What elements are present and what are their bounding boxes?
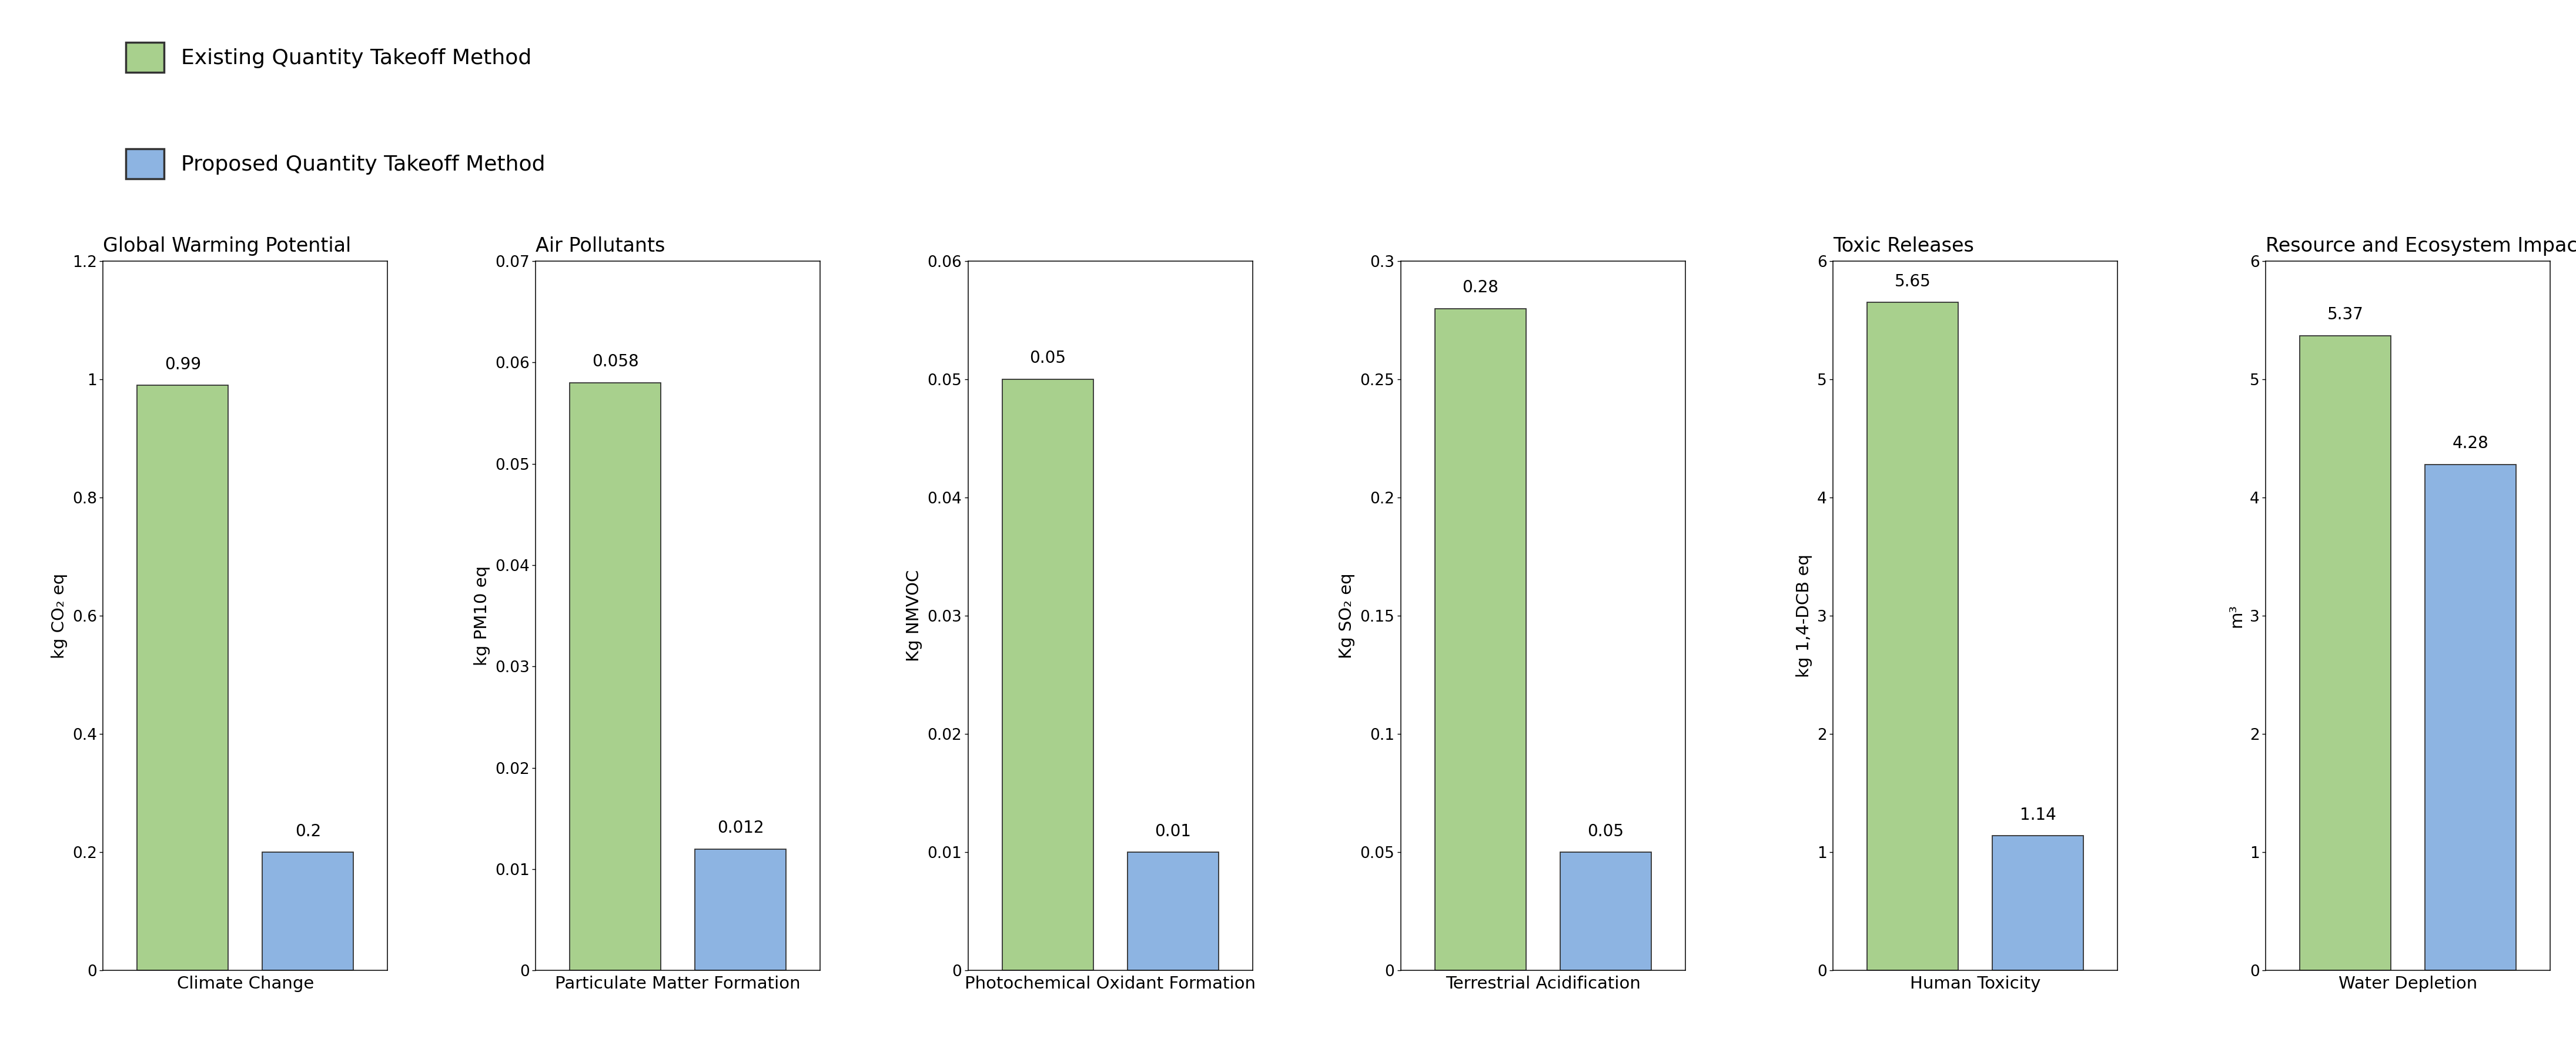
Text: 0.012: 0.012 <box>716 820 765 837</box>
Text: Global Warming Potential: Global Warming Potential <box>103 236 350 256</box>
Bar <box>696 849 786 971</box>
Y-axis label: Kg NMVOC: Kg NMVOC <box>907 570 922 661</box>
Bar <box>137 385 229 971</box>
Y-axis label: kg PM10 eq: kg PM10 eq <box>474 565 489 666</box>
Text: Air Pollutants: Air Pollutants <box>536 236 665 256</box>
Bar <box>1561 852 1651 971</box>
Text: Toxic Releases: Toxic Releases <box>1834 236 1973 256</box>
Text: 0.05: 0.05 <box>1030 350 1066 367</box>
Legend: Proposed Quantity Takeoff Method: Proposed Quantity Takeoff Method <box>126 149 546 178</box>
Text: 0.058: 0.058 <box>592 353 639 370</box>
Text: 5.37: 5.37 <box>2326 306 2365 323</box>
Y-axis label: Kg SO₂ eq: Kg SO₂ eq <box>1340 573 1355 658</box>
Text: 0.05: 0.05 <box>1587 823 1623 840</box>
Bar <box>569 383 662 971</box>
Text: 0.2: 0.2 <box>294 823 322 840</box>
Text: 0.01: 0.01 <box>1154 823 1190 840</box>
Text: 0.28: 0.28 <box>1463 280 1499 295</box>
Bar <box>1002 380 1092 971</box>
Y-axis label: m³: m³ <box>2228 605 2244 628</box>
Bar <box>1868 303 1958 971</box>
Y-axis label: kg 1,4-DCB eq: kg 1,4-DCB eq <box>1795 554 1814 677</box>
Bar <box>1991 836 2084 971</box>
Bar <box>263 852 353 971</box>
Text: 1.14: 1.14 <box>2020 807 2056 823</box>
Y-axis label: kg CO₂ eq: kg CO₂ eq <box>52 573 67 658</box>
Bar <box>1128 852 1218 971</box>
Text: 4.28: 4.28 <box>2452 436 2488 452</box>
Bar <box>2424 464 2517 971</box>
Text: 0.99: 0.99 <box>165 357 201 372</box>
Bar <box>1435 308 1525 971</box>
Bar <box>2300 335 2391 971</box>
Text: 5.65: 5.65 <box>1896 273 1932 290</box>
Text: Resource and Ecosystem Impact: Resource and Ecosystem Impact <box>2267 236 2576 256</box>
